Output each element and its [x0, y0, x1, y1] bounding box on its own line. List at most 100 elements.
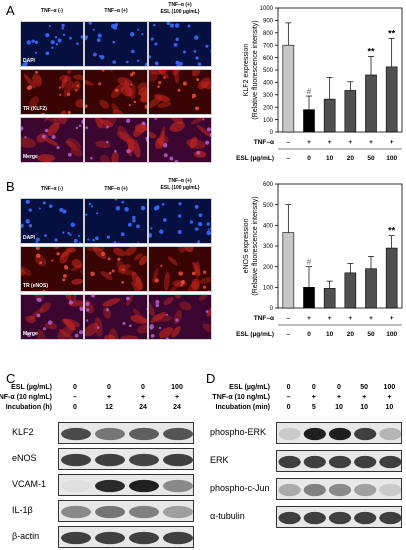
blot-band: [95, 531, 125, 545]
plot-frame: [277, 7, 403, 133]
micro-header-col2: TNF–α (+): [104, 8, 128, 14]
panel-label-c: C: [6, 371, 16, 386]
bar-1: [303, 287, 315, 309]
blot-band: [379, 511, 401, 525]
y-axis-label-line1: KLF2 expression: [243, 44, 250, 97]
blot-protein-label: eNOS: [12, 453, 37, 463]
condition-tnf-value: +: [369, 315, 373, 322]
condition-tnf-value: +: [348, 315, 352, 322]
blot-condition-value: 0: [337, 384, 341, 391]
micrograph-a-tr-1: TR (KLF2): [20, 69, 84, 115]
bar-2: [323, 288, 336, 309]
blot-band: [129, 479, 159, 493]
y-tick-label: 100: [263, 286, 274, 292]
blot-condition-value: +: [336, 394, 342, 401]
y-tick-label: 800: [263, 31, 274, 37]
bar-4: [365, 268, 377, 309]
condition-esl-value: –: [287, 155, 291, 162]
blot-condition-value: 0: [107, 384, 111, 391]
y-axis-label-line2: (Relative fluorescence intensity): [252, 20, 259, 119]
blot-condition-label: ESL (µg/mL): [11, 384, 52, 391]
bar-4: [365, 74, 377, 133]
significance-marker: **: [388, 226, 396, 236]
y-tick-label: 200: [263, 265, 274, 271]
blot-condition-value: 0: [73, 404, 77, 411]
condition-tnf-value: +: [369, 139, 373, 146]
blot-band: [61, 531, 91, 545]
condition-tnf-value: +: [390, 139, 394, 146]
condition-esl-value: 0: [307, 331, 311, 338]
micrograph-b-dapi-2: [84, 198, 148, 244]
blot-band: [163, 479, 193, 493]
y-axis-label-line1: eNOS expression: [243, 218, 250, 273]
blot-condition-value: 0: [286, 404, 291, 411]
blot-protein-label: phospho-ERK: [210, 427, 267, 437]
panel-label-d: D: [206, 371, 216, 386]
blot-band: [61, 505, 91, 519]
blot-condition-label: ESL (µg/mL): [229, 384, 270, 391]
blot-strip: [58, 474, 194, 496]
blot-band: [303, 427, 326, 441]
blot-strip: [276, 478, 402, 500]
significance-marker: **: [367, 46, 375, 56]
blot-band: [303, 483, 326, 497]
blot-band: [328, 511, 352, 525]
bar-1: [303, 109, 315, 133]
condition-tnf-label: TNF–α: [254, 315, 274, 322]
blot-condition-value: 0: [311, 384, 316, 391]
condition-esl-value: 100: [386, 155, 397, 162]
blot-band: [379, 455, 401, 469]
condition-tnf-value: +: [307, 315, 311, 322]
panel-label-b: B: [6, 179, 15, 194]
blot-protein-label: KLF2: [12, 427, 34, 437]
blot-band: [61, 453, 91, 467]
y-tick-label: 600: [263, 56, 274, 62]
bar-0: [282, 44, 295, 133]
micrograph-row-label: TR (KLF2): [23, 106, 47, 112]
condition-tnf-value: –: [287, 315, 291, 322]
blot-condition-label: Incubation (min): [215, 404, 270, 411]
blot-band: [163, 453, 193, 467]
blot-strip: [276, 450, 402, 472]
condition-esl-value: 0: [307, 155, 311, 162]
micrograph-a-tr-3: [148, 69, 212, 115]
y-tick-label: 300: [263, 244, 274, 250]
micrograph-b-dapi-3: [148, 198, 212, 244]
blot-condition-value: +: [106, 394, 112, 401]
condition-esl-value: 50: [367, 155, 375, 162]
y-tick-label: 700: [263, 43, 274, 49]
micrograph-row-label: DAPI: [23, 58, 35, 64]
blot-condition-value: 24: [139, 404, 147, 411]
micrograph-b-merge-2: [84, 294, 148, 340]
blot-protein-label: VCAM-1: [12, 479, 47, 489]
condition-esl-value: 20: [347, 331, 355, 338]
micro-header-col1-b: TNF–α (-): [41, 186, 63, 192]
micrograph-b-tr-3: [148, 246, 212, 292]
blot-band: [95, 505, 125, 519]
condition-esl-value: –: [287, 331, 291, 338]
micrograph-a-dapi-3: [148, 21, 212, 67]
blot-band: [303, 511, 326, 525]
condition-esl-value: 50: [367, 331, 375, 338]
blot-condition-label: TNF-α (10 ng/mL): [0, 394, 52, 401]
blot-condition-value: +: [362, 394, 367, 401]
plot-frame: [277, 183, 403, 309]
y-tick-label: 0: [270, 130, 274, 136]
blot-condition-value: +: [140, 394, 146, 401]
micrograph-b-merge-3: [148, 294, 212, 340]
micro-header-col2-b: TNF–α (+): [104, 186, 128, 192]
blot-strip: [58, 500, 194, 522]
blot-band: [129, 505, 159, 519]
significance-marker: #: [307, 87, 312, 96]
blot-condition-value: +: [174, 394, 180, 401]
blot-protein-label: phospho-c-Jun: [210, 483, 270, 493]
micrograph-row-label: Merge: [23, 331, 38, 337]
blot-condition-value: 100: [383, 384, 396, 391]
bar-3: [344, 90, 357, 133]
condition-esl-label: ESL (µg/mL): [236, 155, 274, 162]
blot-band: [163, 531, 193, 545]
bar-0: [282, 232, 295, 309]
micrograph-b-dapi-1: DAPI: [20, 198, 84, 244]
blot-condition-value: 12: [105, 404, 113, 411]
blot-band: [379, 427, 401, 441]
